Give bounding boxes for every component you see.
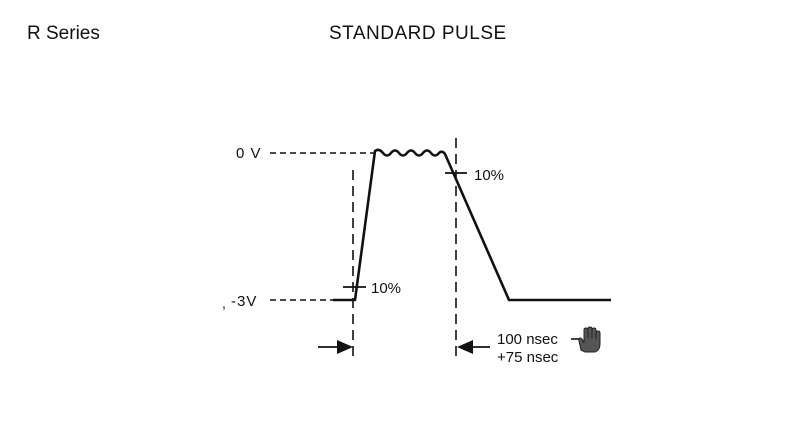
page-title: STANDARD PULSE <box>329 23 507 44</box>
hand-pointer-icon[interactable] <box>578 326 601 353</box>
rise-10pct-label: 10% <box>371 280 401 297</box>
fall-10pct-label: 10% <box>474 167 504 184</box>
bottom-level-label: -3V <box>231 293 257 310</box>
right-pointing-arrow-icon <box>337 340 353 354</box>
top-level-label: 0 V <box>236 145 262 162</box>
left-pointing-arrow-icon <box>457 340 473 354</box>
duration-line-1: 100 nsec <box>497 331 558 348</box>
series-label: R Series <box>27 23 100 44</box>
pulse-waveform <box>333 148 611 302</box>
duration-line-2: +75 nsec <box>497 349 559 366</box>
stray-mark: , <box>222 295 226 311</box>
